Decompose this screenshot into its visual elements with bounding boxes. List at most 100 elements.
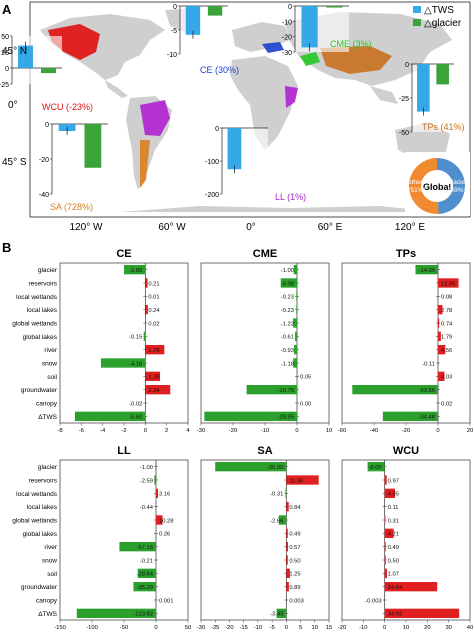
legend-tws-swatch: [413, 6, 421, 13]
donut-slice-label: Glacier: [447, 179, 468, 186]
data-label: -0.23: [281, 295, 294, 301]
component-bar: [384, 528, 394, 538]
x-tick-label: -100: [86, 625, 98, 631]
data-label: -0.44: [140, 505, 154, 511]
component-bar: [438, 345, 446, 355]
panel-title: SA: [257, 445, 272, 457]
data-label: 0.97: [388, 478, 399, 484]
category-label: ΔTWS: [38, 414, 57, 421]
category-label: groundwater: [21, 584, 58, 591]
data-label: 0.89: [289, 585, 300, 591]
land-southeast-asia: [370, 86, 398, 104]
component-bar: [133, 582, 156, 592]
data-label: -123.82: [133, 612, 153, 618]
donut-slice-label: (51%): [408, 187, 425, 194]
axis-labels: 45° N 0° 45° S 120° W 60° W 0° 60° E 120…: [2, 46, 425, 233]
x-tick-label: -10: [261, 428, 269, 434]
panel-frame: [200, 459, 330, 621]
inset-glacier-bar: [84, 124, 102, 168]
inset-glacier-bar: [436, 64, 449, 85]
x-tick-label: 20: [467, 428, 473, 434]
component-bar: [204, 411, 297, 421]
region-tps: [320, 46, 392, 74]
data-label: 3.16: [159, 492, 170, 498]
inset-region-label: WCU (-23%): [42, 102, 93, 112]
data-label: 0.84: [289, 505, 301, 511]
panel-wcu: WCU -8.00 0.97 4.85 0.11 0.31 4.21 0.49 0.50 1.07…: [338, 445, 473, 631]
category-label: local wetlands: [16, 294, 58, 301]
data-label: -0.21: [140, 558, 153, 564]
data-label: -2.66: [270, 518, 283, 524]
component-bar: [293, 358, 297, 368]
inset-ll: -200 -100 0 LL (1%): [205, 126, 306, 202]
component-bar: [367, 462, 385, 472]
data-label: 0.50: [388, 558, 399, 564]
inset-tick-label: -10: [167, 52, 177, 59]
x-tick-label: -30: [197, 428, 205, 434]
data-label: -1.22: [281, 321, 294, 327]
category-label: local lakes: [27, 307, 58, 314]
component-bar: [100, 358, 146, 368]
data-label: -0.02: [129, 401, 142, 407]
inset-tick-label: -25: [0, 82, 9, 89]
data-label: -34.48: [419, 415, 435, 421]
data-label: 0.003: [289, 598, 304, 604]
category-label: reservoirs: [28, 478, 57, 485]
donut-slice: [409, 158, 439, 215]
legend-glacier-label: △glacier: [424, 18, 462, 29]
component-bar: [293, 318, 297, 328]
component-bar: [76, 608, 156, 618]
data-label: 2.34: [148, 388, 160, 394]
map-legend: △TWS △glacier: [413, 5, 462, 29]
donut-slice-label: others: [408, 179, 427, 186]
panel-ce: CE glacier -2.00 reservoirs 0.21 local wetlan…: [12, 248, 190, 434]
lon-label-120e: 120° E: [395, 222, 425, 233]
panel-frame: [59, 262, 189, 424]
data-label: -3.43: [270, 612, 283, 618]
inset-wcu: -25 0 25 50 WCU (-23%): [0, 34, 93, 112]
inset-tick-label: -200: [205, 192, 219, 199]
inset-tick-label: 0: [5, 66, 9, 73]
component-bar: [286, 568, 290, 578]
data-label: 0.57: [289, 545, 300, 551]
panel-frame: [59, 459, 189, 621]
component-bar: [438, 331, 441, 341]
x-tick-label: 10: [403, 625, 409, 631]
data-label: -0.15: [129, 335, 142, 341]
x-tick-label: 20: [424, 625, 430, 631]
panel-title: CME: [253, 248, 277, 260]
inset-tick-label: 0: [405, 62, 409, 69]
component-bar: [286, 582, 289, 592]
inset-region-label: CME (3%): [330, 39, 372, 49]
x-tick-label: -20: [402, 428, 410, 434]
inset-region-label: LL (1%): [275, 192, 306, 202]
category-label: glacier: [38, 464, 58, 471]
component-bar-charts: CE glacier -2.00 reservoirs 0.21 local wetlan…: [12, 248, 473, 631]
component-bar: [124, 265, 146, 275]
panel-ll: LL glacier -1.00 reservoirs -2.59 local wetla…: [12, 445, 191, 631]
component-bar: [119, 542, 156, 552]
x-tick-label: -10: [254, 625, 262, 631]
lon-label-60w: 60° W: [158, 222, 186, 233]
panel-title: CE: [116, 248, 131, 260]
data-label: -53.56: [419, 388, 435, 394]
data-label: 11.36: [289, 478, 303, 484]
component-bar: [286, 502, 289, 512]
component-bar: [276, 608, 287, 618]
data-label: 1.25: [289, 572, 300, 578]
region-ce: [262, 42, 284, 53]
inset-tick-label: -5: [171, 28, 177, 35]
inset-glacier-bar: [326, 6, 343, 8]
component-bar: [384, 488, 396, 498]
lat-label-45n: 45° N: [2, 46, 27, 57]
category-label: soil: [47, 374, 57, 381]
component-bar: [438, 318, 440, 328]
x-tick-label: 0: [154, 625, 157, 631]
data-label: 0.08: [441, 295, 452, 301]
x-tick-label: 30: [445, 625, 451, 631]
inset-tick-label: -50: [399, 130, 409, 137]
x-tick-label: 0: [383, 625, 386, 631]
component-bar: [296, 305, 297, 315]
